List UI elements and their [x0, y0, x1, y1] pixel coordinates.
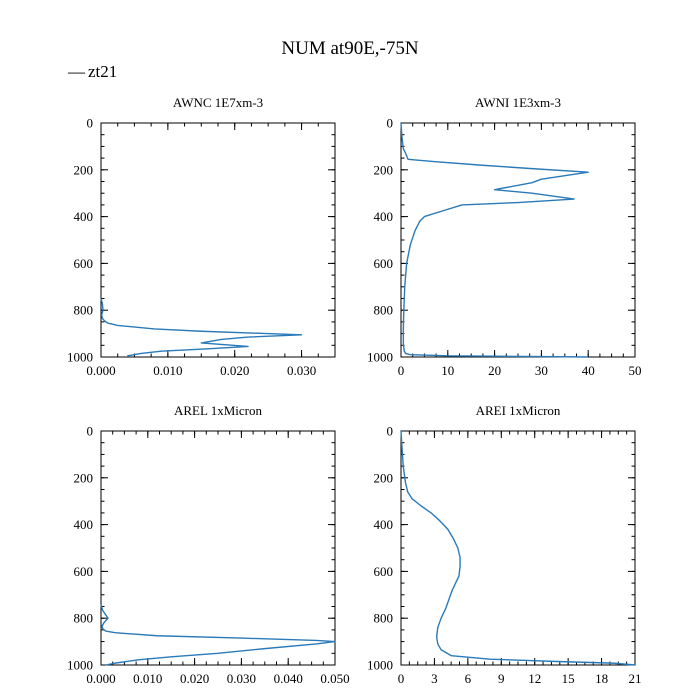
x-tick-label: 40 [582, 363, 595, 378]
series-line-zt21 [400, 122, 589, 358]
x-tick-label: 0 [398, 363, 405, 378]
figure-title: NUM at90E,-75N [281, 38, 418, 59]
series-line-zt21 [100, 298, 303, 357]
y-tick-label: 800 [374, 611, 394, 626]
panel-4: AREI 1xMicron 0 3 6 9 12 15 18 21 0 200 400 600 800 10… [367, 403, 642, 686]
y-tick-label: 200 [374, 470, 394, 485]
x-tick-label: 0.010 [133, 671, 162, 686]
x-tick-label: 9 [498, 671, 505, 686]
panel-title: AWNI 1E3xm-3 [475, 95, 561, 110]
y-tick-label: 1000 [367, 350, 393, 365]
x-tick-label: 18 [595, 671, 608, 686]
y-tick-label: 0 [387, 424, 394, 439]
panels: AWNC 1E7xm-30.000 0.010 0.020 0.03002004006… [67, 95, 642, 686]
y-tick-label: 1000 [67, 658, 93, 673]
y-tick-label: 200 [74, 470, 94, 485]
legend-label: zt21 [88, 62, 117, 81]
panel-3: AREL 1xMicron 0.000 0.010 0.020 0.030 0.040 0.… [67, 403, 350, 686]
x-tick-label: 21 [629, 671, 642, 686]
x-tick-label: 20 [488, 363, 501, 378]
x-tick-label: 0 [398, 671, 405, 686]
y-tick-label: 1000 [67, 350, 93, 365]
y-tick-label: 200 [74, 162, 94, 177]
x-tick-label: 0.030 [287, 363, 316, 378]
legend-marker: — [67, 62, 86, 81]
x-tick-label: 0.020 [180, 671, 209, 686]
y-tick-label: 0 [387, 116, 394, 131]
y-tick-label: 800 [374, 303, 394, 318]
y-tick-label: 0 [87, 424, 94, 439]
y-tick-label: 1000 [367, 658, 393, 673]
series-line-zt21 [100, 603, 336, 666]
x-tick-label: 0.010 [153, 363, 182, 378]
panel-1: AWNC 1E7xm-3 0.000 0.010 0.020 0.030 0 200 400 6… [67, 95, 336, 378]
y-tick-label: 800 [74, 611, 94, 626]
x-tick-label: 30 [535, 363, 548, 378]
y-tick-label: 600 [74, 256, 94, 271]
y-tick-label: 400 [374, 517, 394, 532]
panel-2: AWNI 1E3xm-3 0 10 20 30 40 50 0 200 400 600 800 1000 [367, 95, 642, 378]
panel-title: AREI 1xMicron [476, 403, 561, 418]
x-tick-label: 50 [629, 363, 642, 378]
x-tick-label: 0.000 [86, 671, 115, 686]
panel-title: AWNC 1E7xm-3 [173, 95, 263, 110]
x-tick-label: 10 [441, 363, 454, 378]
y-tick-label: 400 [74, 517, 94, 532]
x-tick-label: 0.000 [86, 363, 115, 378]
plot-frame [100, 122, 336, 358]
y-tick-label: 400 [374, 209, 394, 224]
y-tick-label: 800 [74, 303, 94, 318]
x-tick-label: 0.040 [274, 671, 303, 686]
y-tick-label: 600 [374, 564, 394, 579]
x-tick-label: 3 [431, 671, 438, 686]
y-tick-label: 600 [74, 564, 94, 579]
x-tick-label: 12 [528, 671, 541, 686]
plot-frame [400, 122, 636, 358]
y-tick-label: 400 [74, 209, 94, 224]
x-tick-label: 0.050 [320, 671, 349, 686]
y-tick-label: 600 [374, 256, 394, 271]
y-tick-label: 200 [374, 162, 394, 177]
plot-frame [400, 430, 636, 666]
x-tick-label: 6 [465, 671, 472, 686]
plot-frame [100, 430, 336, 666]
x-tick-label: 0.020 [220, 363, 249, 378]
panel-title: AREL 1xMicron [174, 403, 262, 418]
y-tick-label: 0 [87, 116, 94, 131]
x-tick-label: 0.030 [227, 671, 256, 686]
x-tick-label: 15 [562, 671, 575, 686]
series-line-zt21 [400, 430, 636, 666]
